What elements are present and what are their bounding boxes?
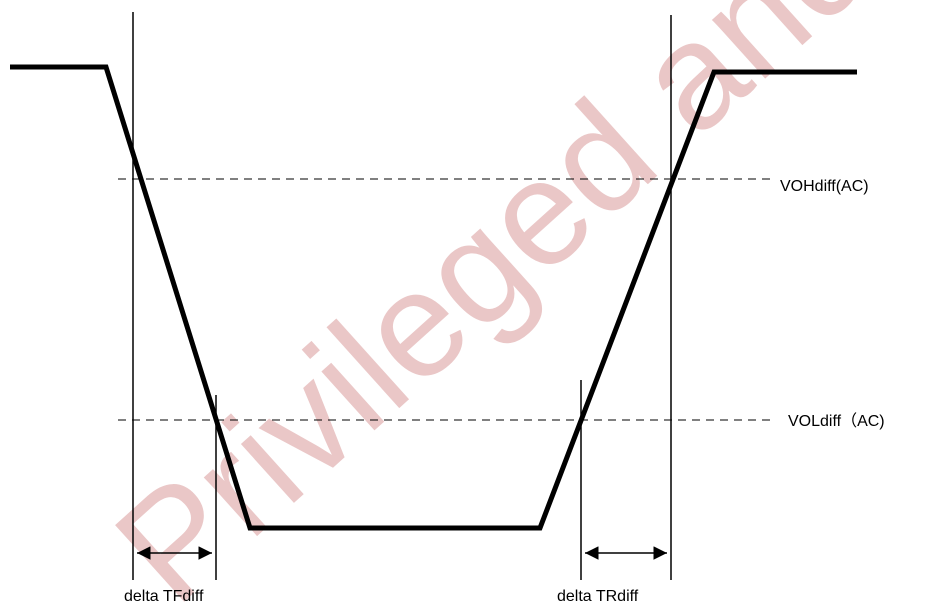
vol-level-label: VOLdiff（AC): [788, 412, 885, 430]
differential-waveform: [10, 64, 857, 531]
watermark: Privileged and Confidential: [84, 0, 927, 606]
rise-interval-label: delta TRdiff: [557, 588, 639, 605]
fall-interval-label: delta TFdiff: [124, 588, 204, 605]
voh-level-label: VOHdiff(AC): [780, 178, 869, 195]
